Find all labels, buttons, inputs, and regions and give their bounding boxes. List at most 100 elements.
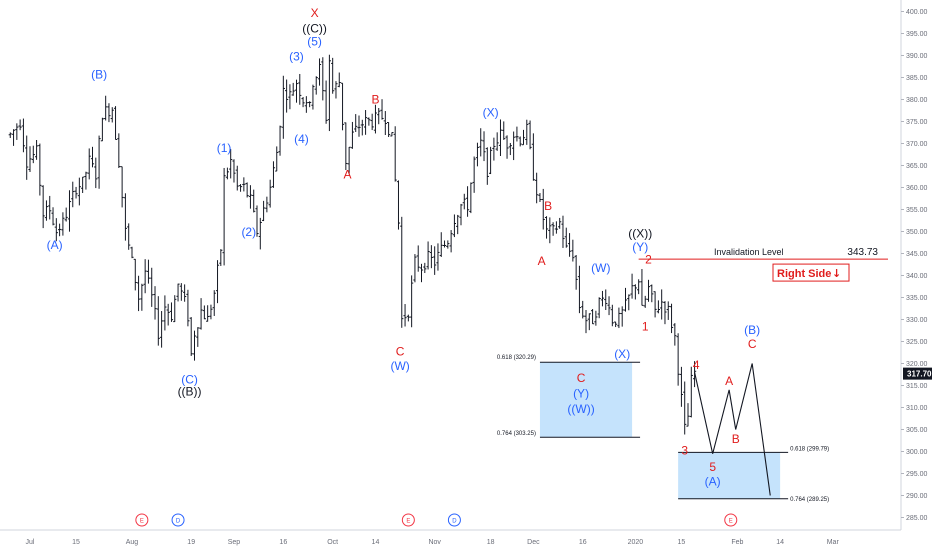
- wave-label: (A): [47, 238, 63, 252]
- ohlc-bar: [387, 122, 391, 138]
- ohlc-bar: [413, 254, 417, 283]
- time-tick-label: Oct: [327, 539, 338, 546]
- dividend-event-icon[interactable]: D: [447, 513, 461, 527]
- ohlc-bar: [160, 311, 164, 348]
- ohlc-bar: [321, 57, 325, 101]
- event-circle: [171, 513, 185, 527]
- time-tick-label: 2020: [628, 539, 644, 546]
- ohlc-bar: [150, 267, 154, 307]
- time-axis[interactable]: Jul 15 Aug 19 Sep 16 Oct 14 Nov 18 Dec 16 2020 15 Feb 1…: [0, 529, 901, 546]
- ohlc-bar: [275, 146, 279, 172]
- time-tick-label: 14: [776, 539, 784, 546]
- ohlc-bar: [600, 290, 605, 307]
- ohlc-bar: [521, 129, 526, 146]
- price-tick-label: 395.00: [906, 31, 928, 38]
- ohlc-bar: [196, 327, 200, 347]
- wave-label: (X): [483, 105, 499, 119]
- price-tick-label: 375.00: [906, 119, 928, 126]
- ohlc-bar: [472, 156, 476, 193]
- ohlc-bar: [288, 84, 292, 110]
- ohlc-bar: [669, 303, 674, 334]
- ohlc-bar: [281, 75, 285, 139]
- right-side-label: Right Side: [777, 268, 831, 280]
- time-tick-label: Sep: [228, 539, 241, 546]
- ohlc-bar: [518, 136, 522, 147]
- ohlc-bar: [123, 193, 128, 241]
- ohlc-bar: [462, 193, 466, 210]
- wave-label: (3): [289, 49, 304, 63]
- ohlc-bar: [551, 222, 555, 236]
- ohlc-bar: [456, 214, 460, 235]
- ohlc-bar: [604, 289, 608, 310]
- ohlc-bar: [360, 119, 364, 136]
- ohlc-bar: [324, 80, 328, 124]
- ohlc-bar: [340, 82, 345, 131]
- ohlc-bar: [97, 135, 101, 189]
- ohlc-bar: [581, 300, 585, 319]
- price-tick-label: 400.00: [906, 9, 928, 16]
- ohlc-bar: [512, 131, 516, 161]
- ohlc-bar: [67, 190, 72, 232]
- wave-label: ((W)): [567, 402, 594, 416]
- ohlc-bar: [130, 246, 134, 259]
- wave-label: 5: [709, 460, 716, 474]
- ohlc-bar: [666, 301, 670, 320]
- ohlc-bar: [84, 171, 88, 190]
- event-circle: [724, 513, 738, 527]
- fib-label-top: 0.618 (299.79): [790, 446, 829, 452]
- ohlc-bar: [489, 146, 493, 175]
- price-tick-label: 360.00: [906, 185, 928, 192]
- projection-line: [694, 363, 771, 496]
- earnings-event-icon[interactable]: E: [401, 513, 415, 527]
- ohlc-bar: [110, 107, 114, 123]
- fib-zones: 0.618 (320.29) 0.764 (303.25) 0.618 (299.7…: [497, 355, 829, 503]
- price-tick-label: 295.00: [906, 471, 928, 478]
- wave-label: (Y): [573, 386, 589, 400]
- ohlc-bar: [594, 310, 598, 326]
- ohlc-bar: [676, 333, 680, 386]
- ohlc-bar: [469, 182, 473, 214]
- time-tick-label: Mar: [827, 539, 840, 546]
- price-tick-label: 305.00: [906, 427, 928, 434]
- right-side-box: [772, 263, 850, 282]
- wave-label: ((B)): [178, 384, 202, 398]
- ohlc-bar: [143, 259, 147, 294]
- ohlc-bar: [449, 230, 453, 253]
- ohlc-bar: [58, 223, 62, 237]
- ohlc-bar: [317, 58, 322, 86]
- price-tick-label: 345.00: [906, 251, 928, 258]
- fib-zone: [539, 362, 633, 438]
- ohlc-bar: [479, 128, 483, 157]
- ohlc-bar: [482, 131, 486, 162]
- ohlc-bar: [380, 99, 384, 120]
- earnings-event-icon[interactable]: E: [135, 513, 149, 527]
- ohlc-bar: [215, 260, 220, 304]
- ohlc-bar: [64, 207, 68, 222]
- ohlc-bar: [252, 189, 256, 213]
- ohlc-bar: [334, 81, 338, 99]
- ohlc-bar: [429, 245, 433, 269]
- ohlc-bar: [633, 284, 637, 300]
- dividend-event-icon[interactable]: D: [171, 513, 185, 527]
- ohlc-bar: [278, 125, 282, 156]
- ohlc-bar: [209, 304, 213, 320]
- earnings-event-icon[interactable]: E: [724, 513, 738, 527]
- ohlc-bar: [620, 306, 624, 327]
- price-axis[interactable]: 400.00 395.00 390.00 385.00 380.00 375.00 370.…: [900, 0, 932, 530]
- ohlc-bar: [258, 217, 262, 250]
- price-tick-label: 315.00: [906, 383, 928, 390]
- time-tick-label: Dec: [527, 539, 540, 546]
- wave-label: 2: [645, 252, 652, 266]
- event-letter: E: [406, 519, 410, 525]
- ohlc-bar: [640, 269, 644, 306]
- ohlc-bar: [87, 148, 91, 180]
- ohlc-bar: [232, 159, 236, 183]
- time-tick-label: 15: [72, 539, 80, 546]
- ohlc-bar: [452, 214, 457, 238]
- ohlc-bar: [261, 200, 266, 222]
- wave-label: 1: [642, 320, 649, 334]
- ohlc-bar: [673, 323, 677, 346]
- ohlc-bar: [410, 275, 414, 328]
